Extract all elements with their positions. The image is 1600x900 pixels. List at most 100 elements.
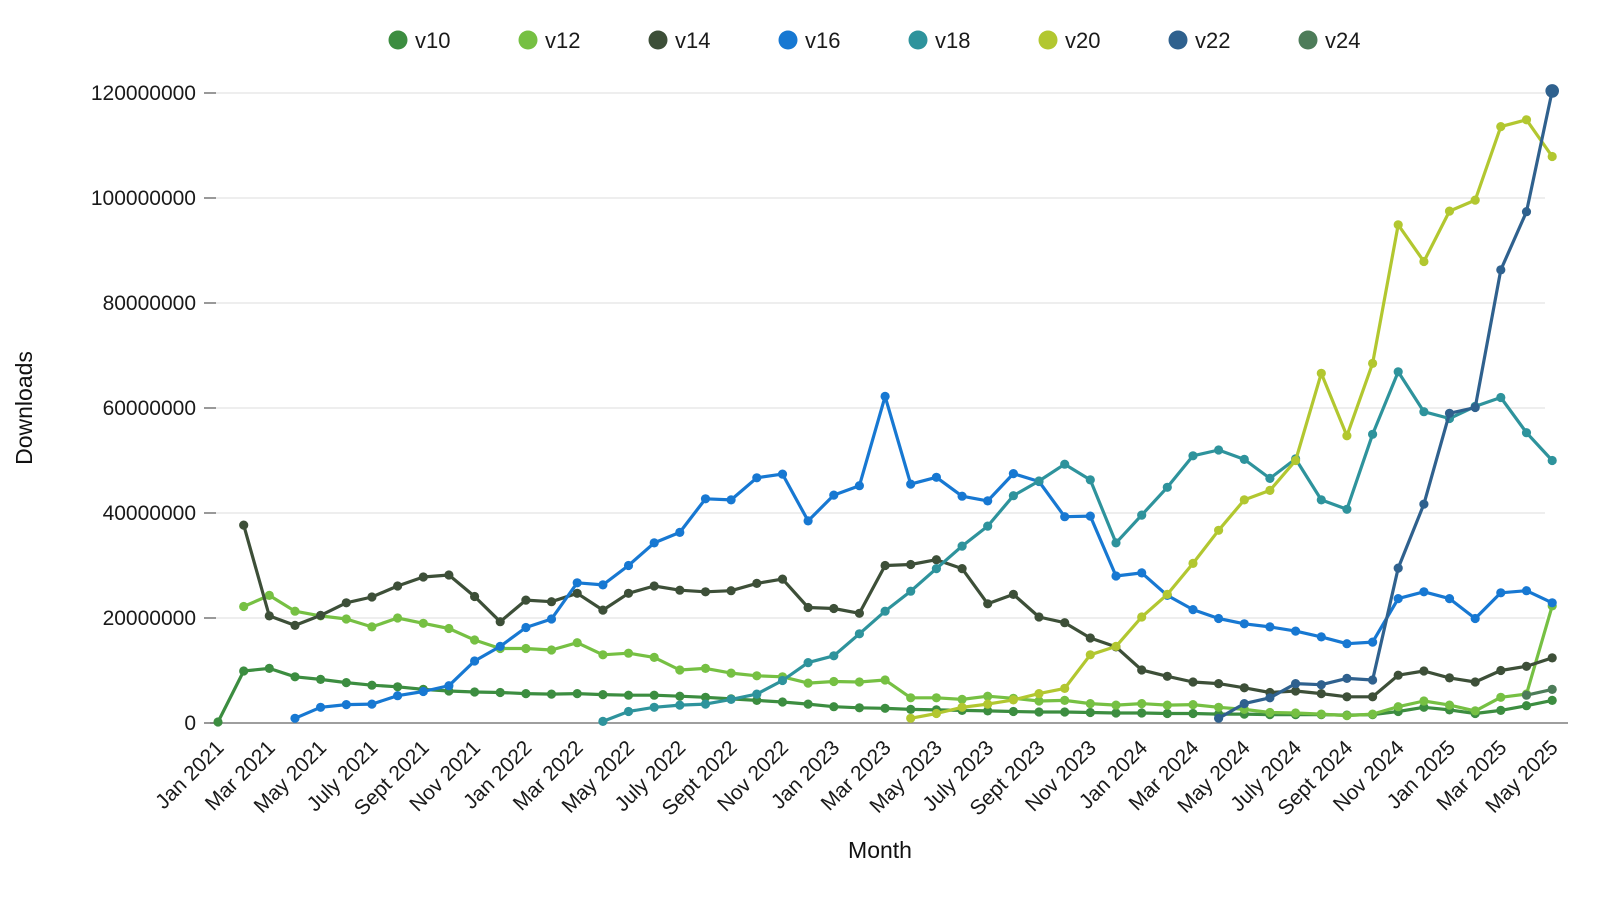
data-point-v20-Oct-2024[interactable] [1368,358,1378,368]
data-point-v10-Mar-2023[interactable] [880,703,890,713]
data-point-v14-June-2022[interactable] [649,581,659,591]
data-point-v16-Feb-2025[interactable] [1470,613,1480,624]
data-point-v12-Feb-2022[interactable] [546,645,557,655]
data-point-v14-July-2021[interactable] [367,592,377,602]
data-point-v16-Oct-2024[interactable] [1368,637,1378,647]
data-point-v14-Dec-2024[interactable] [1419,666,1429,676]
legend-item-v12[interactable]: v12 [518,28,581,53]
data-point-v18-Dec-2022[interactable] [803,658,813,668]
data-point-v14-Mar-2024[interactable] [1188,677,1198,687]
data-point-v20-Apr-2024[interactable] [1214,525,1224,535]
data-point-v20-Jan-2024[interactable] [1137,612,1147,622]
data-point-v14-Sept-2022[interactable] [726,586,736,596]
data-point-v16-Apr-2025[interactable] [1521,586,1532,596]
series-line-v16[interactable] [293,394,1554,720]
data-point-v20-Feb-2025[interactable] [1470,195,1480,205]
data-point-v16-Nov-2023[interactable] [1085,511,1095,521]
data-point-v18-Oct-2023[interactable] [1060,459,1070,469]
data-point-v14-Sept-2023[interactable] [1034,612,1044,622]
legend-item-v10[interactable]: v10 [388,28,451,53]
data-point-v14-Dec-2021[interactable] [495,617,505,627]
data-point-v14-Dec-2022[interactable] [803,602,813,613]
series-line-v14[interactable] [242,523,1554,699]
data-point-v16-Nov-2022[interactable] [777,469,788,479]
data-point-v20-May-2025[interactable] [1547,151,1557,162]
data-point-v20-May-2023[interactable] [931,708,942,719]
data-point-v18-Feb-2024[interactable] [1162,482,1172,492]
data-point-v14-June-2021[interactable] [341,598,351,608]
data-point-v10-July-2021[interactable] [367,680,377,690]
data-point-v14-Feb-2024[interactable] [1162,671,1172,681]
data-point-v16-Feb-2022[interactable] [546,614,557,624]
data-point-v16-July-2022[interactable] [675,527,685,538]
data-point-v16-Jan-2023[interactable] [829,490,839,500]
data-point-v10-Sept-2023[interactable] [1034,707,1044,717]
data-point-v14-Mar-2021[interactable] [264,611,274,621]
data-point-v16-Mar-2023[interactable] [880,391,890,401]
data-point-v14-Aug-2023[interactable] [1008,589,1019,600]
data-point-v12-Dec-2023[interactable] [1111,700,1121,710]
data-point-v14-Apr-2024[interactable] [1214,679,1224,689]
data-point-v18-Nov-2023[interactable] [1085,475,1095,485]
data-point-v16-July-2024[interactable] [1291,626,1301,636]
data-point-v18-Aug-2022[interactable] [700,699,711,709]
data-point-v10-Aug-2022[interactable] [700,692,711,702]
data-point-v14-Aug-2021[interactable] [393,581,403,591]
data-point-v16-June-2022[interactable] [649,538,659,548]
data-point-v22-Sept-2024[interactable] [1342,673,1352,684]
data-point-v16-Jan-2025[interactable] [1444,594,1455,604]
data-point-v12-June-2024[interactable] [1265,707,1275,718]
legend-item-v22[interactable]: v22 [1168,28,1231,53]
data-point-v18-May-2025[interactable] [1547,455,1557,466]
data-point-v10-July-2023[interactable] [983,706,993,716]
data-point-v16-Mar-2024[interactable] [1188,605,1198,615]
data-point-v14-Feb-2025[interactable] [1470,677,1480,687]
data-point-v14-Aug-2024[interactable] [1316,689,1326,699]
data-point-v14-Jan-2023[interactable] [829,603,839,614]
data-point-v20-Aug-2023[interactable] [1008,695,1019,705]
data-point-v14-Oct-2021[interactable] [444,570,454,580]
data-point-v14-May-2023[interactable] [931,555,942,565]
data-point-v12-Mar-2024[interactable] [1188,700,1198,710]
data-point-v22-Feb-2025[interactable] [1470,402,1480,413]
data-point-v16-Nov-2024[interactable] [1393,594,1403,604]
data-point-v10-Apr-2021[interactable] [290,672,300,682]
data-point-v18-May-2024[interactable] [1239,454,1249,464]
data-point-v18-Mar-2025[interactable] [1496,392,1506,403]
data-point-v12-Oct-2022[interactable] [752,671,762,681]
data-point-v16-Jan-2024[interactable] [1137,568,1147,578]
data-point-v24-Apr-2025[interactable] [1521,690,1532,700]
data-point-v20-Feb-2024[interactable] [1162,589,1172,600]
data-point-v10-Apr-2023[interactable] [906,704,916,715]
data-point-v22-July-2024[interactable] [1291,679,1301,689]
data-point-v18-May-2022[interactable] [623,706,634,717]
data-point-v10-Feb-2022[interactable] [546,689,557,699]
data-point-v12-Nov-2024[interactable] [1393,702,1403,712]
data-point-v14-Oct-2023[interactable] [1060,618,1070,628]
data-point-v18-June-2024[interactable] [1265,473,1275,483]
data-point-v14-May-2022[interactable] [623,588,634,598]
data-point-v12-Jan-2025[interactable] [1444,700,1455,710]
data-point-v16-Dec-2022[interactable] [803,516,813,526]
legend-item-v16[interactable]: v16 [778,28,841,53]
data-point-v18-Nov-2022[interactable] [777,675,788,686]
data-point-v14-June-2023[interactable] [957,564,967,574]
data-point-v12-Nov-2023[interactable] [1085,699,1095,709]
data-point-v10-Mar-2022[interactable] [572,689,582,699]
data-point-v16-Apr-2022[interactable] [598,580,608,590]
data-point-v10-Dec-2022[interactable] [803,699,813,709]
data-point-v18-Mar-2024[interactable] [1188,451,1198,461]
data-point-v16-June-2024[interactable] [1265,622,1275,632]
data-point-v12-Aug-2024[interactable] [1316,709,1326,719]
data-point-v10-May-2022[interactable] [623,690,634,700]
data-point-v16-Aug-2022[interactable] [700,494,711,504]
data-point-v16-Dec-2021[interactable] [495,641,505,652]
data-point-v14-Aug-2022[interactable] [700,587,711,597]
data-point-v16-June-2023[interactable] [957,491,967,501]
data-point-v12-Sept-2021[interactable] [418,618,428,628]
data-point-v20-Dec-2024[interactable] [1419,256,1429,267]
data-point-v14-May-2025[interactable] [1547,653,1557,663]
data-point-v12-Dec-2024[interactable] [1419,696,1429,706]
data-point-v12-Feb-2025[interactable] [1470,706,1480,716]
data-point-v22-May-2024[interactable] [1239,699,1249,709]
